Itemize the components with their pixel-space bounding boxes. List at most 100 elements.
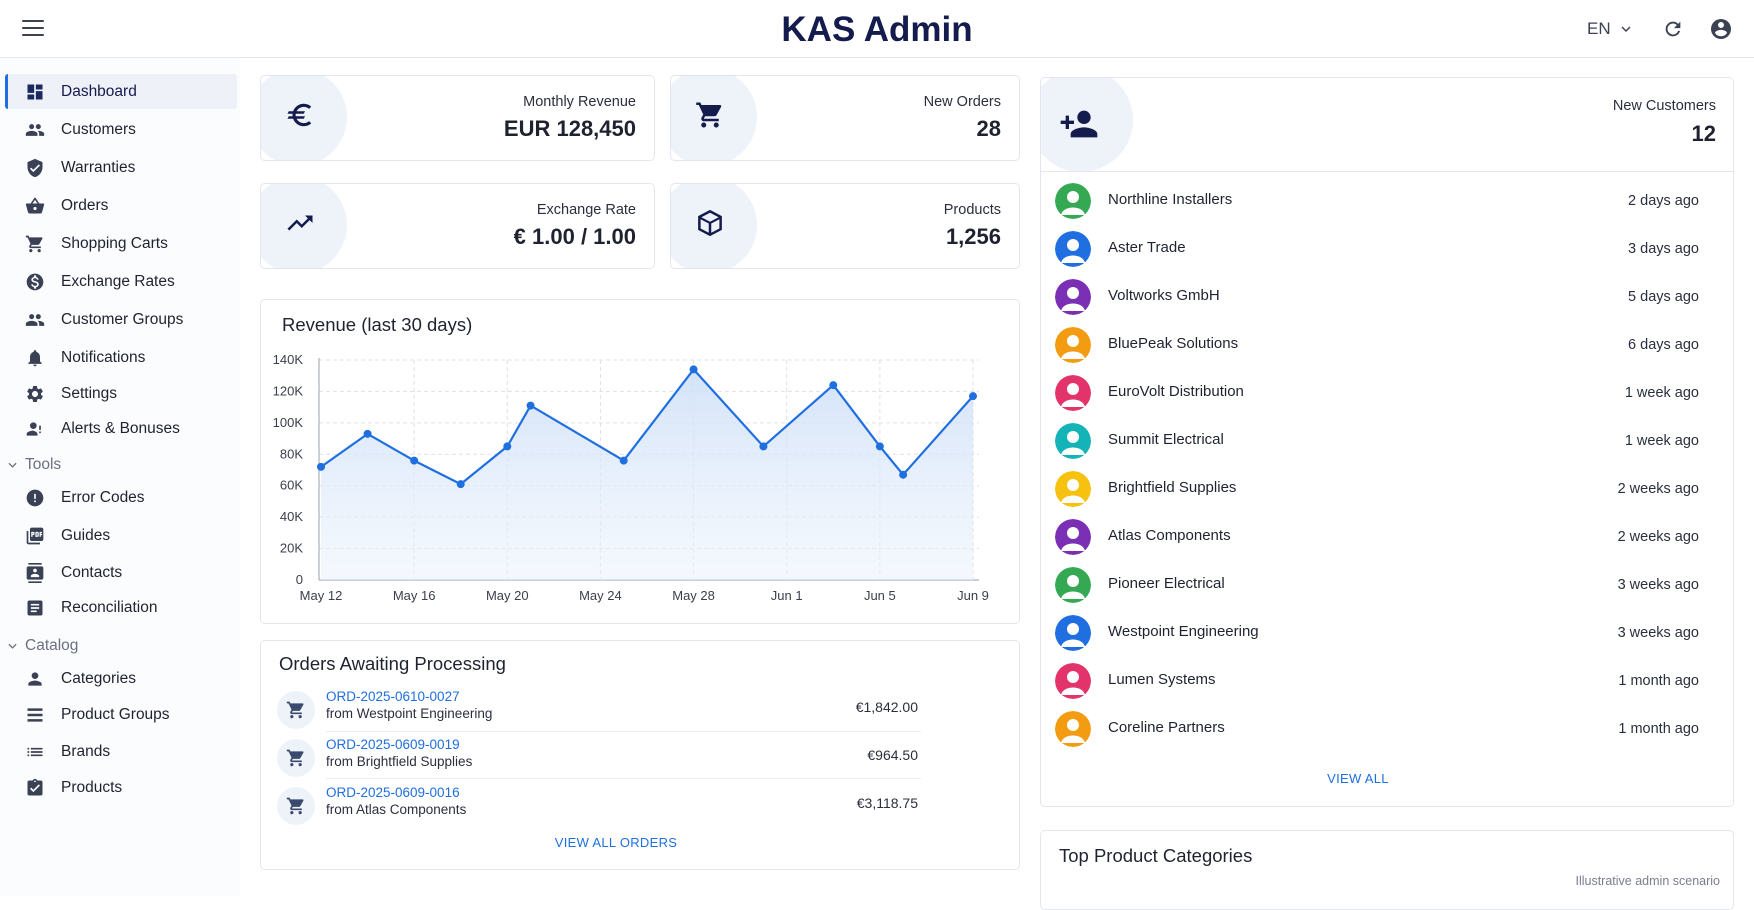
customer-name: Pioneer Electrical xyxy=(1108,575,1225,592)
avatar-icon xyxy=(1055,519,1091,555)
person-alert-icon xyxy=(25,419,45,439)
y-tick-label: 120K xyxy=(273,383,304,398)
stat-card-monthly-revenue[interactable]: Monthly Revenue EUR 128,450 xyxy=(260,75,655,161)
customer-row[interactable]: Summit Electrical 1 week ago xyxy=(1055,421,1717,461)
customer-row[interactable]: Coreline Partners 1 month ago xyxy=(1055,709,1717,749)
stat-value: 1,256 xyxy=(945,224,1001,249)
sidebar-item-settings[interactable]: Settings xyxy=(5,376,237,411)
customer-row[interactable]: Westpoint Engineering 3 weeks ago xyxy=(1055,613,1717,653)
sidebar-item-customer-groups[interactable]: Customer Groups xyxy=(5,302,237,337)
contacts-icon xyxy=(25,562,45,583)
gear-icon xyxy=(25,384,45,404)
account-icon[interactable] xyxy=(1709,17,1733,41)
bell-icon xyxy=(25,348,45,368)
section-tools[interactable]: Tools xyxy=(8,456,61,474)
view-all-orders-button[interactable]: VIEW ALL ORDERS xyxy=(554,835,678,850)
customer-row[interactable]: BluePeak Solutions 6 days ago xyxy=(1055,325,1717,365)
stat-value: € 1.00 / 1.00 xyxy=(513,224,636,249)
refresh-icon[interactable] xyxy=(1662,18,1684,40)
sidebar-item-reconciliation[interactable]: Reconciliation xyxy=(5,590,237,625)
customer-row[interactable]: Atlas Components 2 weeks ago xyxy=(1055,517,1717,557)
trending-up-icon xyxy=(283,206,317,240)
product-groups-icon xyxy=(25,705,45,725)
customer-time: 2 weeks ago xyxy=(1617,529,1699,545)
sidebar-item-notifications[interactable]: Notifications xyxy=(5,340,237,375)
customer-row[interactable]: EuroVolt Distribution 1 week ago xyxy=(1055,373,1717,413)
avatar-icon xyxy=(1055,567,1091,603)
customer-row[interactable]: Pioneer Electrical 3 weeks ago xyxy=(1055,565,1717,605)
sidebar-item-exchange-rates[interactable]: Exchange Rates xyxy=(5,264,237,299)
sidebar-item-categories[interactable]: Categories xyxy=(5,661,237,696)
sidebar-item-label: Guides xyxy=(61,526,111,544)
data-point xyxy=(503,442,512,451)
chevron-down-icon xyxy=(8,462,17,468)
sidebar-item-orders[interactable]: Orders xyxy=(5,188,237,223)
y-tick-label: 0 xyxy=(296,572,303,587)
chevron-down-icon xyxy=(8,643,17,649)
sidebar-item-label: Brands xyxy=(61,742,111,760)
customer-row[interactable]: Northline Installers 2 days ago xyxy=(1055,181,1717,221)
sidebar-item-guides[interactable]: Guides xyxy=(5,518,237,553)
stat-label: New Orders xyxy=(923,94,1001,110)
order-row[interactable]: ORD-2025-0610-0027 from Westpoint Engine… xyxy=(277,685,922,733)
box-icon xyxy=(693,206,727,240)
stat-card-new-orders[interactable]: New Orders 28 xyxy=(670,75,1020,161)
stat-card-exchange-rate[interactable]: Exchange Rate € 1.00 / 1.00 xyxy=(260,183,655,269)
menu-icon[interactable] xyxy=(22,20,44,38)
order-row[interactable]: ORD-2025-0609-0019 from Brightfield Supp… xyxy=(277,733,922,781)
y-tick-label: 140K xyxy=(273,352,304,367)
basket-icon xyxy=(25,196,45,216)
sidebar-item-label: Categories xyxy=(61,669,136,687)
data-point xyxy=(410,456,419,465)
sidebar-item-brands[interactable]: Brands xyxy=(5,734,237,769)
section-catalog[interactable]: Catalog xyxy=(8,637,78,655)
stat-value: 28 xyxy=(976,116,1001,141)
revenue-chart: 0 20K 40K 60K 80K 100K 120K 140K May 12 May 16 May… xyxy=(273,352,989,603)
sidebar-item-label: Product Groups xyxy=(61,705,170,723)
customer-time: 2 weeks ago xyxy=(1617,481,1699,497)
orders-card: Orders Awaiting Processing ORD-2025-0610… xyxy=(260,640,1020,870)
sidebar-item-warranties[interactable]: Warranties xyxy=(5,150,237,185)
customer-name: Coreline Partners xyxy=(1108,719,1225,736)
pdf-icon xyxy=(25,526,45,546)
customer-row[interactable]: Brightfield Supplies 2 weeks ago xyxy=(1055,469,1717,509)
sidebar-item-label: Alerts & Bonuses xyxy=(61,419,180,437)
data-point xyxy=(899,470,908,479)
y-tick-label: 100K xyxy=(273,415,304,430)
sidebar-item-label: Error Codes xyxy=(61,488,145,506)
sidebar-item-products[interactable]: Products xyxy=(5,770,237,805)
x-tick-label: May 20 xyxy=(486,588,529,603)
y-tick-label: 60K xyxy=(280,478,303,493)
customer-name: Summit Electrical xyxy=(1108,431,1224,448)
sidebar-item-error-codes[interactable]: Error Codes xyxy=(5,480,237,515)
new-customers-card: New Customers 12 Northline Installers 2 d… xyxy=(1040,77,1734,807)
stat-card-products[interactable]: Products 1,256 xyxy=(670,183,1020,269)
avatar-icon xyxy=(1055,279,1091,315)
order-id-link[interactable]: ORD-2025-0609-0016 xyxy=(326,785,460,800)
order-row[interactable]: ORD-2025-0609-0016 from Atlas Components… xyxy=(277,781,922,829)
language-label: EN xyxy=(1587,19,1611,38)
sidebar-item-alerts-bonuses[interactable]: Alerts & Bonuses xyxy=(5,411,237,446)
customer-row[interactable]: Voltworks GmbH 5 days ago xyxy=(1055,277,1717,317)
language-selector[interactable]: EN xyxy=(1587,19,1631,39)
stat-value: 12 xyxy=(1691,121,1716,146)
sidebar-item-label: Customer Groups xyxy=(61,310,184,328)
person-add-icon xyxy=(1059,104,1099,144)
order-id-link[interactable]: ORD-2025-0609-0019 xyxy=(326,737,460,752)
order-id-link[interactable]: ORD-2025-0610-0027 xyxy=(326,689,460,704)
customer-row[interactable]: Lumen Systems 1 month ago xyxy=(1055,661,1717,701)
customer-time: 2 days ago xyxy=(1628,193,1699,209)
customer-row[interactable]: Aster Trade 3 days ago xyxy=(1055,229,1717,269)
sidebar-item-product-groups[interactable]: Product Groups xyxy=(5,697,237,732)
sidebar-item-dashboard[interactable]: Dashboard xyxy=(5,74,237,109)
avatar-icon xyxy=(1055,327,1091,363)
data-point xyxy=(969,392,977,401)
sidebar-item-customers[interactable]: Customers xyxy=(5,112,237,147)
customer-name: Northline Installers xyxy=(1108,191,1233,208)
revenue-chart-card: Revenue (last 30 days) 0 20K 40K 60K 80K 100K… xyxy=(260,299,1020,624)
cart-icon xyxy=(693,98,727,132)
sidebar-item-contacts[interactable]: Contacts xyxy=(5,555,237,590)
view-all-customers-button[interactable]: VIEW ALL xyxy=(1327,771,1389,786)
top-categories-card: Top Product Categories xyxy=(1040,830,1734,910)
sidebar-item-shopping-carts[interactable]: Shopping Carts xyxy=(5,226,237,261)
